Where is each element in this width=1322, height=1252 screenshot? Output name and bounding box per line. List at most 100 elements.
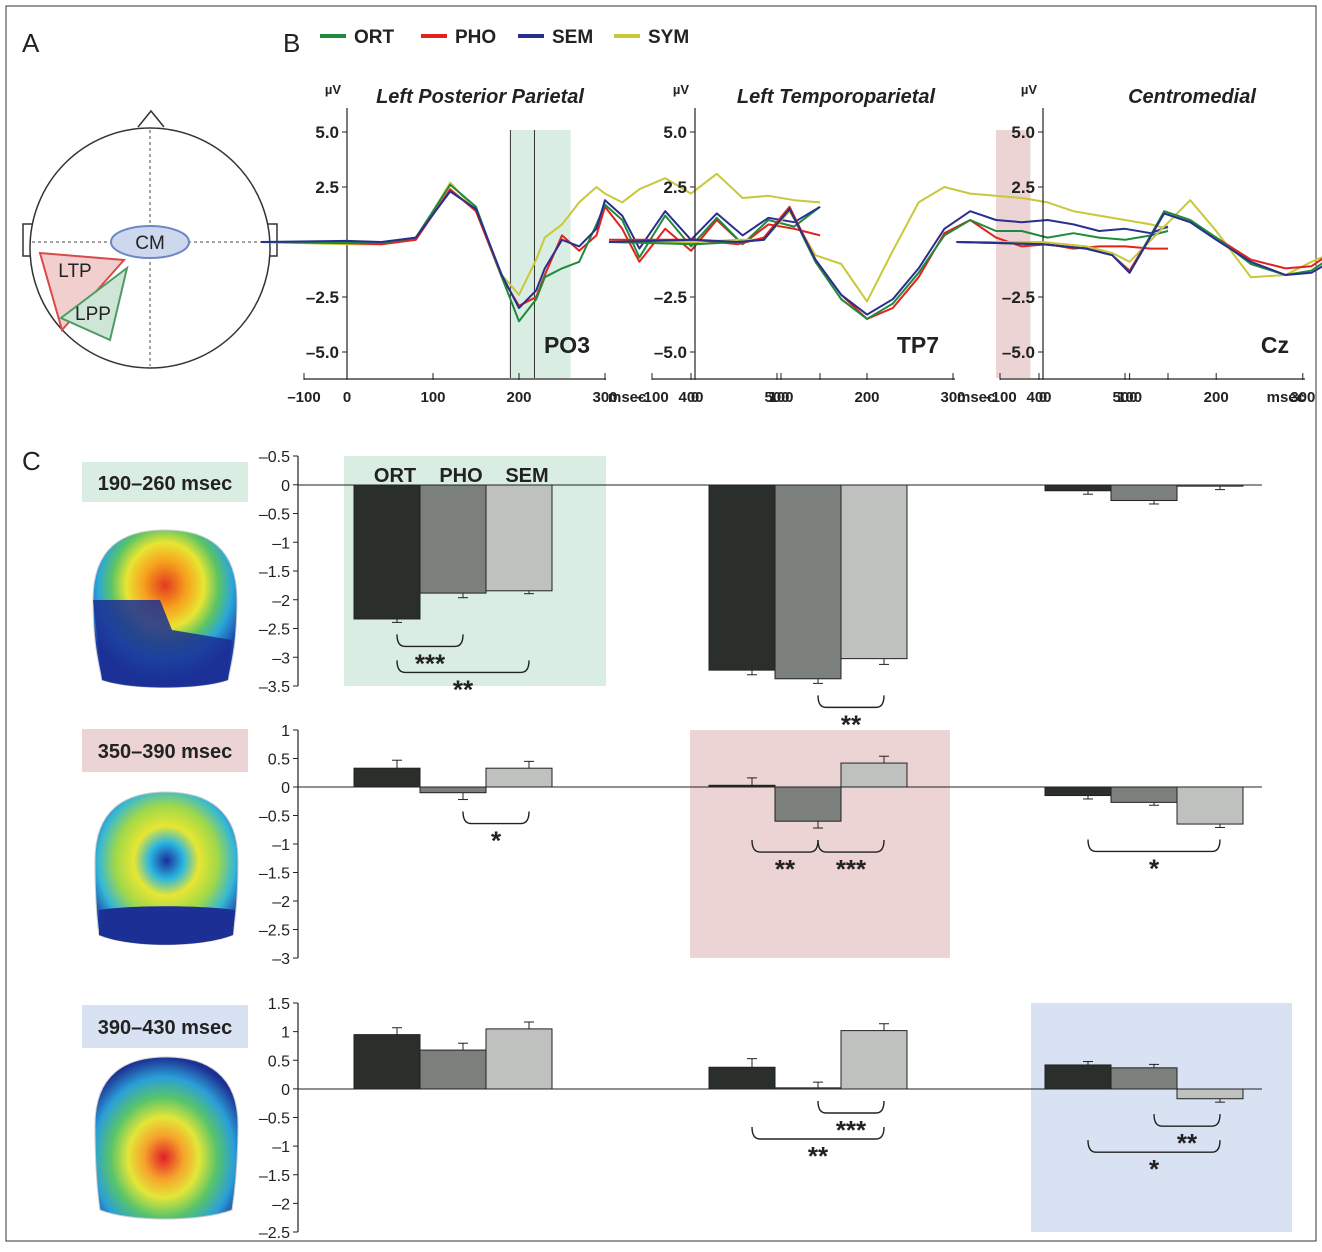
y-tick-label: –2.5 [654, 288, 687, 307]
bar-ltp-0 [708, 784, 776, 788]
column-label-pho: PHO [439, 465, 482, 487]
window-label-box-350-390 [82, 729, 248, 772]
ltp-region-label: LTP [58, 261, 91, 282]
panel-label-a: A [22, 28, 40, 58]
bar-ltp-1 [774, 1087, 842, 1090]
series-line-sem [260, 190, 821, 309]
highlight-region [690, 730, 950, 958]
y-unit-label: µV [325, 82, 341, 97]
series-line-sem [956, 212, 1322, 276]
column-label-ort: ORT [374, 465, 416, 487]
cm-region [110, 225, 190, 259]
bar-lpp-1 [419, 1049, 487, 1090]
y-tick-label: –2.5 [259, 1225, 290, 1242]
y-tick-label: 2.5 [315, 178, 339, 197]
x-tick-label: 100 [768, 389, 793, 406]
bar-lpp-1 [419, 484, 487, 594]
x-tick-label: 300 [940, 389, 965, 406]
y-tick-label: –1.5 [259, 1168, 290, 1185]
y-tick-label: –1 [272, 1139, 290, 1156]
y-tick-label: –1.5 [259, 564, 290, 581]
y-tick-label: –0.5 [259, 1111, 290, 1128]
x-tick-label: 500 [1112, 389, 1137, 406]
y-tick-label: –5.0 [654, 343, 687, 362]
x-tick-label: 100 [1117, 389, 1142, 406]
column-label-sem: SEM [505, 465, 548, 487]
significance-bracket [751, 1126, 885, 1140]
series-line-sem [608, 208, 1169, 316]
head-map: CM LTP LPP [22, 109, 278, 369]
significance-bracket [462, 811, 530, 825]
legend-item-sym: SYM [614, 27, 689, 48]
significance-label: ** [775, 854, 796, 884]
significance-label: ** [1177, 1128, 1198, 1158]
bar-cm-0 [1044, 786, 1112, 797]
bar-cm-0 [1044, 484, 1112, 492]
y-tick-label: –5.0 [1002, 343, 1035, 362]
legend-label-pho: PHO [455, 27, 496, 48]
legend-label-ort: ORT [354, 27, 395, 48]
window-label-box-390-430 [82, 1005, 248, 1048]
bar-lpp-0 [353, 1034, 421, 1090]
window-label-390-430: 390–430 msec [98, 1017, 233, 1039]
topo-map-190-260 [92, 529, 238, 688]
y-tick-label: 2.5 [1011, 178, 1035, 197]
y-tick-label: 1 [281, 1025, 290, 1042]
x-tick-label: –100 [983, 389, 1016, 406]
y-tick-label: 1 [281, 723, 290, 740]
series-line-sym [956, 199, 1322, 279]
y-tick-label: –3 [272, 951, 290, 968]
y-tick-label: –2.5 [259, 923, 290, 940]
y-tick-label: 0 [281, 1082, 290, 1099]
y-tick-label: –2.5 [1002, 288, 1035, 307]
electrode-label: PO3 [544, 332, 590, 358]
legend-label-sem: SEM [552, 27, 593, 48]
y-tick-label: –0.5 [259, 809, 290, 826]
y-tick-label: 5.0 [315, 123, 339, 142]
bar-ltp-2 [840, 1030, 908, 1090]
y-tick-label: 1.5 [268, 996, 290, 1013]
y-tick-label: 0.5 [268, 1053, 290, 1070]
significance-label: * [1149, 853, 1160, 883]
bar-ltp-1 [774, 484, 842, 680]
highlight-region [1031, 1003, 1292, 1232]
bar-lpp-2 [485, 484, 553, 592]
significance-label: *** [415, 648, 446, 678]
cm-region-label: CM [135, 233, 165, 254]
bar-lpp-2 [485, 767, 553, 788]
figure-frame [5, 5, 1317, 1242]
bar-lpp-0 [353, 767, 421, 788]
x-tick-label: 0 [1039, 389, 1047, 406]
bar-ltp-0 [708, 1066, 776, 1090]
head-nose [137, 109, 165, 128]
analysis-window [510, 130, 571, 378]
significance-label: ** [808, 1141, 829, 1171]
y-tick-label: –2 [272, 1196, 290, 1213]
erp-plot-po3: 5.0 2.5 –2.5 –5.0 µV –100 0 100 200 300 400 500 msec… [260, 82, 821, 406]
plot-title: Left Temporoparietal [737, 86, 936, 108]
significance-label: *** [836, 1115, 867, 1145]
y-tick-label: 0 [281, 478, 290, 495]
bar-cm-0 [1044, 1064, 1112, 1090]
legend-item-pho: PHO [421, 27, 496, 48]
y-tick-label: 5.0 [1011, 123, 1035, 142]
plot-title: Left Posterior Parietal [376, 86, 584, 108]
y-tick-label: –2.5 [259, 622, 290, 639]
lpp-region-label: LPP [75, 304, 111, 325]
bar-cm-1 [1110, 1067, 1178, 1090]
window-label-350-390: 350–390 msec [98, 741, 233, 763]
topo-map-390-430 [94, 1056, 239, 1220]
erp-plot-cz: 5.0 2.5 –2.5 –5.0 µV –100 0 100 200 300 400 500 msec… [956, 82, 1322, 406]
y-tick-label: –2 [272, 894, 290, 911]
x-tick-label: 0 [343, 389, 351, 406]
x-tick-label: 400 [678, 389, 703, 406]
x-tick-label: –100 [287, 389, 320, 406]
significance-bracket [396, 634, 464, 648]
x-tick-label: 200 [1204, 389, 1229, 406]
y-tick-label: 0 [281, 780, 290, 797]
significance-bracket [1087, 1140, 1221, 1153]
y-tick-label: –0.5 [259, 449, 290, 466]
y-tick-label: –3 [272, 650, 290, 667]
panel-label-b: B [283, 28, 300, 58]
